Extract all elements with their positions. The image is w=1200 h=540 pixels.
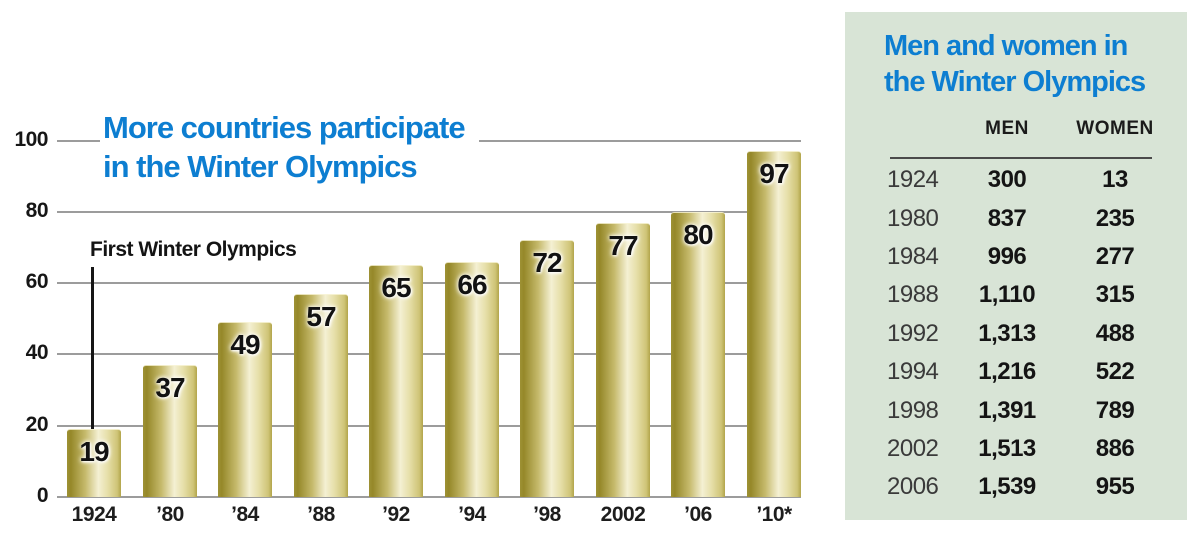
bar-10: 97 <box>747 151 801 497</box>
table-cell-year: 1924 <box>887 166 939 194</box>
header-divider-rule <box>890 157 1152 159</box>
x-tick-label: 2002 <box>600 503 646 526</box>
annotation-pointer-line <box>91 267 94 429</box>
x-tick-label: 1924 <box>71 503 117 526</box>
table-cell-women: 886 <box>1095 434 1135 462</box>
year-column-header <box>887 118 951 140</box>
table-title-line1: Men and women in <box>884 30 1128 62</box>
gridline-0 <box>57 496 801 498</box>
table-title-line2: the Winter Olympics <box>884 66 1146 98</box>
bar-06: 80 <box>671 212 725 497</box>
countries-bar-chart: 0 20 40 60 80 100 19 37 49 57 65 66 72 77 80 97 1924 ’8… <box>14 106 801 526</box>
x-tick-label: ’88 <box>307 503 335 526</box>
chart-title-line1: More countries participate <box>103 110 466 145</box>
table-cell-men: 1,110 <box>978 281 1036 309</box>
bar-1924: 19 <box>67 429 121 497</box>
table-cell-women: 235 <box>1095 204 1135 232</box>
gridline-40 <box>57 353 801 355</box>
bar-value-label: 66 <box>457 269 487 300</box>
table-cell-men: 1,216 <box>978 358 1036 386</box>
x-tick-label: ’92 <box>382 503 410 526</box>
x-tick-label: ’10* <box>756 503 792 526</box>
table-cell-year: 1998 <box>887 396 939 424</box>
table-cell-year: 1984 <box>887 242 939 270</box>
bar-value-label: 57 <box>306 301 336 332</box>
bar-84: 49 <box>218 322 272 497</box>
y-tick-label-40: 40 <box>25 341 49 364</box>
bar-80: 37 <box>143 365 197 497</box>
table-cell-women: 13 <box>1102 166 1128 194</box>
bar-value-label: 49 <box>230 329 260 360</box>
bar-2002: 77 <box>596 223 650 497</box>
table-cell-men: 1,391 <box>978 396 1036 424</box>
x-tick-label: ’80 <box>156 503 184 526</box>
bar-92: 65 <box>369 265 423 497</box>
table-cell-year: 1988 <box>887 281 939 309</box>
table-cell-men: 1,313 <box>978 319 1036 347</box>
bar-value-label: 72 <box>532 247 562 278</box>
y-tick-label-0: 0 <box>36 484 49 507</box>
x-tick-label: ’06 <box>684 503 712 526</box>
y-tick-label-100: 100 <box>14 128 48 151</box>
table-cell-year: 1980 <box>887 204 939 232</box>
women-column-header: WOMEN <box>1076 118 1154 139</box>
table-cell-women: 522 <box>1095 358 1135 386</box>
bar-value-label: 77 <box>608 230 638 261</box>
table-cell-women: 955 <box>1095 473 1135 501</box>
y-tick-label-80: 80 <box>25 199 49 222</box>
bar-value-label: 80 <box>683 219 713 250</box>
men-column-header: MEN <box>985 118 1029 139</box>
bar-98: 72 <box>520 240 574 497</box>
x-tick-label: ’98 <box>533 503 561 526</box>
bar-value-label: 19 <box>79 436 109 467</box>
bar-value-label: 37 <box>155 372 185 403</box>
bar-value-label: 65 <box>381 272 411 303</box>
gridline-80 <box>57 211 801 213</box>
bar-94: 66 <box>445 262 499 497</box>
y-tick-label-20: 20 <box>25 413 49 436</box>
first-winter-olympics-annotation: First Winter Olympics <box>90 238 297 261</box>
table-cell-men: 837 <box>987 204 1027 232</box>
table-header-row: MEN WOMEN <box>887 118 1167 140</box>
table-cell-year: 2002 <box>887 434 939 462</box>
table-title: Men and women in the Winter Olympics <box>884 28 1146 100</box>
y-tick-label-60: 60 <box>25 270 49 293</box>
table-cell-year: 1992 <box>887 319 939 347</box>
table-cell-men: 996 <box>987 242 1027 270</box>
gridline-20 <box>57 425 801 427</box>
bar-88: 57 <box>294 294 348 497</box>
bar-value-label: 97 <box>759 158 789 189</box>
table-cell-men: 1,539 <box>978 473 1036 501</box>
table-rows: 1924 300 13 1980 837 235 1984 996 277 1988 1,110 31… <box>887 161 1167 507</box>
x-tick-label: ’84 <box>231 503 259 526</box>
x-tick-label: ’94 <box>458 503 486 526</box>
table-cell-women: 488 <box>1095 319 1135 347</box>
table-cell-women: 277 <box>1095 242 1135 270</box>
chart-title-line2: in the Winter Olympics <box>103 149 418 184</box>
gridline-60 <box>57 282 801 284</box>
table-cell-year: 1994 <box>887 358 939 386</box>
table-cell-men: 300 <box>987 166 1027 194</box>
chart-title: More countries participate in the Winter… <box>100 106 479 190</box>
table-cell-year: 2006 <box>887 473 939 501</box>
table-cell-women: 789 <box>1095 396 1135 424</box>
table-cell-men: 1,513 <box>978 434 1036 462</box>
table-cell-women: 315 <box>1095 281 1135 309</box>
men-women-table-panel: Men and women in the Winter Olympics MEN… <box>845 12 1187 520</box>
